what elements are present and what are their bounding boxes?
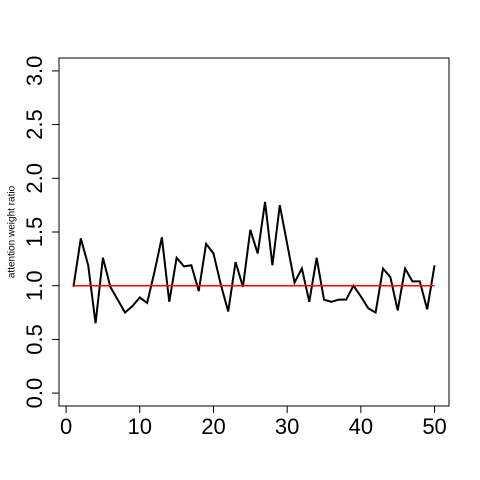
x-tick-label: 50 [422,414,446,439]
x-tick-label: 30 [275,414,299,439]
y-tick-label: 1.5 [22,217,47,248]
y-tick-label: 3.0 [22,56,47,87]
y-tick-label: 0.0 [22,378,47,409]
x-tick-label: 10 [128,414,152,439]
y-tick-label: 2.0 [22,163,47,194]
x-tick-label: 40 [349,414,373,439]
data-line [72,201,436,324]
y-tick-label: 2.5 [22,109,47,140]
x-tick-label: 20 [201,414,225,439]
y-tick-label: 0.5 [22,324,47,355]
y-axis-label: attention weight ratio [7,185,18,278]
y-tick-label: 1.0 [22,270,47,301]
plot-frame [58,57,450,407]
x-tick-label: 0 [60,414,72,439]
